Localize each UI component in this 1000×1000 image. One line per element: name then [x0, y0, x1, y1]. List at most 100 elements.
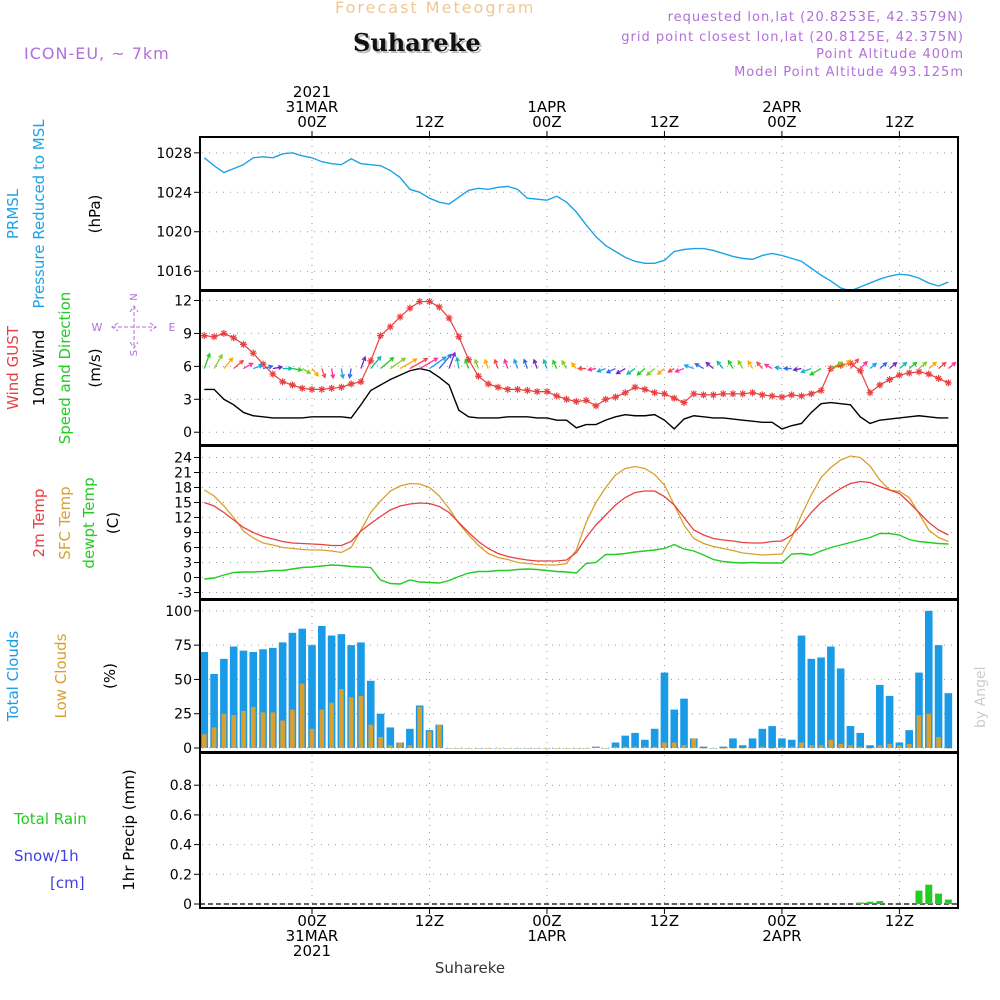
y-tick-label: 50 [174, 672, 192, 688]
wind-direction-arrow [849, 358, 860, 369]
low-cloud-bar [740, 748, 746, 749]
gust-marker [416, 298, 424, 306]
precip-label-unit: [cm] [50, 874, 85, 892]
gust-marker [514, 385, 522, 393]
total-cloud-bar [758, 728, 767, 748]
gust-marker [269, 370, 277, 378]
gust-marker [817, 387, 825, 395]
wind-direction-arrow [253, 363, 264, 370]
y-tick-label: 3 [183, 556, 192, 572]
gust-marker [425, 298, 433, 306]
time-label-bottom: 12Z [415, 912, 444, 930]
gust-marker [592, 402, 600, 410]
wind-direction-arrow [938, 361, 947, 370]
sfc-temp-line [203, 455, 949, 566]
low-cloud-bar [760, 746, 765, 748]
time-label-top: 2021 [293, 83, 331, 101]
rain-bar [935, 893, 943, 904]
panel-frame [199, 445, 959, 600]
gust-marker [210, 333, 218, 341]
total-cloud-bar [699, 746, 708, 748]
gust-marker [484, 380, 492, 388]
wind-direction-arrow [869, 362, 878, 370]
low-cloud-bar [642, 746, 648, 748]
low-cloud-bar [691, 738, 697, 748]
wind-direction-arrow [272, 365, 284, 370]
wind-direction-arrow [464, 358, 470, 369]
low-cloud-bar [407, 745, 413, 748]
low-cloud-bar [378, 737, 383, 748]
y-tick-label: 6 [183, 541, 192, 557]
wind-direction-arrow [419, 357, 439, 370]
wind-direction-arrow [203, 352, 211, 369]
total-cloud-bar [719, 746, 727, 748]
gust-marker [846, 359, 854, 367]
panel-frame [199, 136, 959, 291]
total-cloud-bar [288, 632, 297, 748]
panel-axis-label: PRMSL [4, 188, 22, 239]
wind-direction-arrow [605, 367, 616, 374]
gust-marker [768, 392, 776, 400]
total-cloud-bar [650, 728, 659, 748]
gust-marker [876, 381, 884, 389]
gust-marker [386, 323, 394, 331]
wind-direction-arrow [438, 353, 453, 369]
low-cloud-bar [525, 748, 530, 749]
gust-marker [239, 340, 247, 348]
time-label-top: 00Z [767, 113, 796, 131]
low-cloud-bar [838, 743, 843, 748]
gust-marker [504, 385, 512, 393]
total-cloud-bar [278, 642, 287, 748]
total-cloud-bar [836, 668, 845, 748]
wind-direction-arrow [615, 367, 626, 375]
gust-line [204, 300, 949, 407]
panel-axis-label: dewpt Temp [80, 477, 98, 568]
wind-direction-arrow [311, 368, 319, 377]
low-cloud-bar [906, 743, 912, 748]
temp-2m-line [204, 480, 949, 562]
low-cloud-bar [329, 702, 334, 748]
low-cloud-bar [456, 748, 462, 749]
precip-label-snow: Snow/1h [14, 847, 79, 865]
gust-marker [347, 380, 355, 388]
low-cloud-bar [309, 728, 315, 748]
watermark: by Angel [973, 667, 989, 728]
wind-direction-arrow [233, 359, 245, 370]
wind-direction-arrow [330, 368, 336, 380]
total-cloud-bar [308, 645, 316, 748]
wind-direction-arrow [380, 356, 395, 370]
low-cloud-bar [877, 745, 883, 748]
panel-frame [199, 752, 959, 909]
low-cloud-bar [290, 709, 295, 748]
gust-marker [719, 390, 727, 398]
gust-marker [749, 389, 757, 397]
gust-marker [925, 370, 933, 378]
low-cloud-bar [946, 748, 951, 749]
y-tick-label: 12 [174, 511, 192, 527]
total-cloud-bar [748, 738, 757, 748]
low-cloud-bar [397, 742, 403, 748]
time-label-top: 00Z [532, 113, 561, 131]
time-label-top: 31MAR [286, 98, 339, 116]
total-cloud-bar [944, 693, 953, 748]
low-cloud-bar [887, 743, 892, 748]
wind-direction-arrow [448, 351, 457, 369]
y-tick-label: 25 [174, 707, 192, 723]
low-cloud-bar [750, 748, 755, 749]
gust-marker [729, 390, 737, 398]
gust-marker [533, 388, 541, 396]
low-cloud-bar [270, 712, 276, 748]
y-tick-label: -3 [178, 586, 192, 602]
low-cloud-bar [574, 748, 579, 749]
gust-marker [621, 389, 629, 397]
gust-marker [680, 399, 688, 407]
y-tick-label: 15 [174, 496, 192, 512]
y-tick-label: 0.8 [170, 778, 192, 794]
total-cloud-bar [768, 726, 776, 748]
total-cloud-bar [797, 635, 806, 748]
wind-direction-arrow [840, 359, 852, 370]
wind-direction-arrow [830, 361, 844, 370]
wind-direction-arrow [782, 366, 792, 372]
time-label-bottom: 00Z [767, 912, 796, 930]
gust-marker [455, 333, 463, 341]
